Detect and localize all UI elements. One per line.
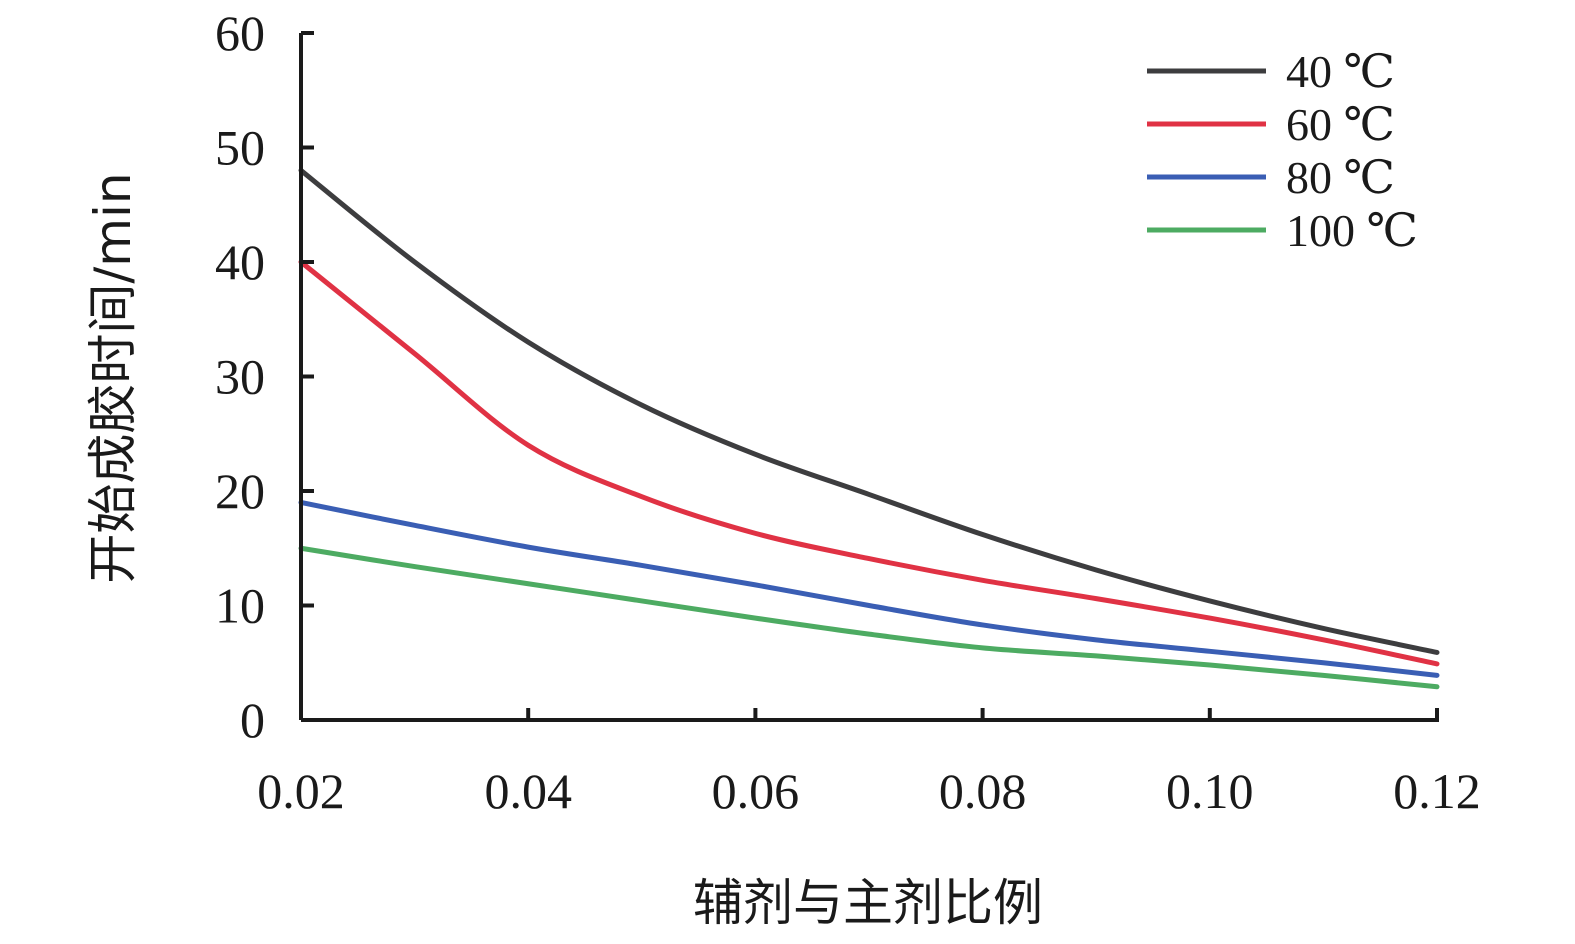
- y-tick-label: 20: [215, 463, 265, 519]
- legend-label: 80 ℃: [1286, 152, 1395, 203]
- ticks-layer: 0.02 0.04 0.06 0.08 0.10 0.12 0 10 20 30 40 50 60: [215, 5, 1481, 819]
- x-tick-label: 0.04: [484, 763, 572, 819]
- x-axis-title: 辅剂与主剂比例: [693, 874, 1043, 932]
- y-tick-label: 40: [215, 234, 265, 290]
- y-tick-label: 30: [215, 349, 265, 405]
- series-line-3: [298, 499, 1440, 678]
- y-tick-label: 50: [215, 120, 265, 176]
- y-tick-label: 60: [215, 5, 265, 61]
- legend-label: 40 ℃: [1286, 46, 1395, 97]
- y-tick-label: 10: [215, 578, 265, 634]
- x-tick-label: 0.10: [1166, 763, 1254, 819]
- series-line-1: [298, 167, 1440, 655]
- x-tick-label: 0.12: [1393, 763, 1481, 819]
- y-axis-title: 开始成胶时间/min: [84, 172, 142, 583]
- x-tick-label: 0.06: [712, 763, 800, 819]
- series-line-2: [298, 259, 1440, 667]
- legend-label: 60 ℃: [1286, 99, 1395, 150]
- x-tick-label: 0.08: [939, 763, 1027, 819]
- legend-label: 100 ℃: [1286, 205, 1418, 256]
- x-tick-label: 0.02: [257, 763, 345, 819]
- series-layer: [298, 167, 1440, 690]
- y-tick-label: 0: [240, 692, 265, 748]
- series-line-4: [298, 545, 1440, 690]
